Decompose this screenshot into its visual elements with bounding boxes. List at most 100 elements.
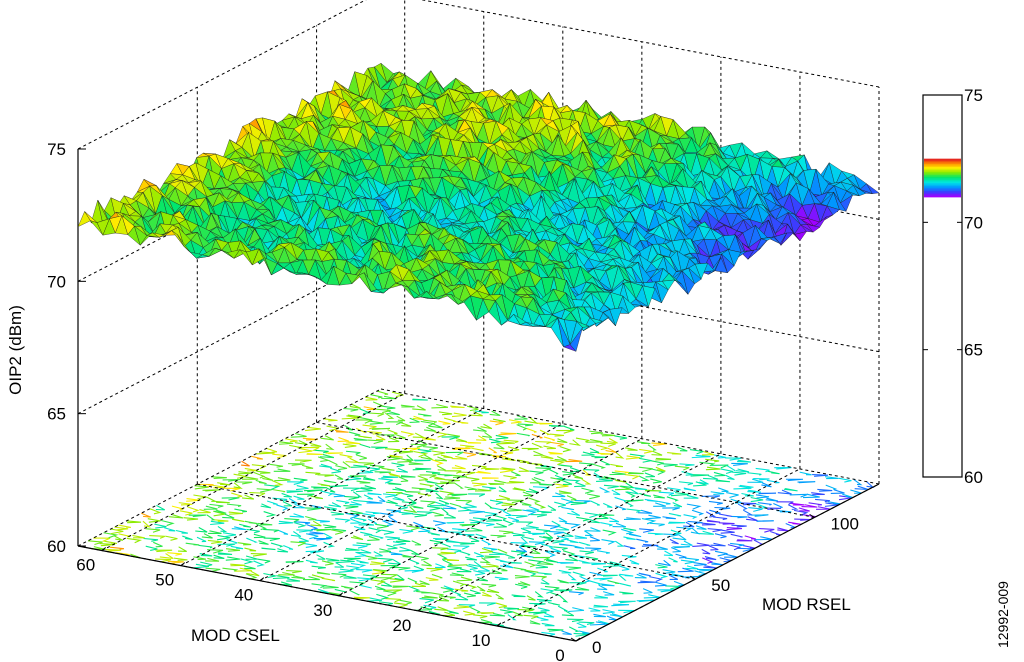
contour-line — [367, 535, 380, 542]
contour-line — [730, 542, 745, 547]
contour-line — [514, 415, 528, 420]
contour-line — [317, 483, 331, 487]
contour-line — [465, 556, 478, 561]
contour-line — [626, 508, 643, 513]
contour-line — [585, 527, 601, 532]
contour-line — [178, 502, 193, 506]
surface-facet — [787, 223, 801, 241]
contour-line — [423, 426, 436, 432]
contour-line — [623, 517, 641, 520]
contour-line — [671, 547, 681, 553]
contour-line — [93, 537, 111, 542]
contour-line — [698, 530, 714, 535]
y-tick-label: 0 — [592, 638, 601, 657]
contour-line — [378, 478, 393, 484]
contour-line — [353, 499, 369, 503]
y-tick-mark — [690, 575, 696, 580]
surface-facet — [695, 262, 709, 280]
contour-line — [213, 519, 229, 522]
contour-line — [233, 482, 243, 489]
colorbar-frame — [922, 94, 963, 478]
contour-line — [554, 456, 567, 462]
contour-line — [508, 419, 522, 424]
contour-line — [600, 583, 615, 587]
contour-line — [420, 420, 436, 427]
contour-line — [435, 563, 446, 568]
contour-line — [790, 502, 805, 506]
contour-line — [587, 493, 600, 500]
contour-line — [541, 543, 554, 548]
contour-line — [550, 441, 564, 447]
contour-line — [544, 585, 560, 591]
surface-facet — [688, 267, 702, 285]
grid-line — [77, 388, 382, 547]
contour-line — [436, 481, 456, 485]
contour-line — [392, 585, 409, 588]
contour-line — [346, 565, 360, 571]
contour-line — [451, 464, 466, 470]
contour-line — [808, 502, 822, 506]
contour-line — [168, 514, 184, 519]
contour-line — [442, 611, 456, 617]
contour-line — [515, 583, 528, 590]
contour-line — [325, 452, 343, 455]
contour-line — [479, 602, 496, 606]
contour-line — [597, 567, 608, 573]
contour-line — [555, 525, 570, 531]
contour-line — [278, 441, 294, 445]
contour-line — [356, 542, 371, 546]
contour-line — [349, 475, 367, 478]
contour-line — [636, 441, 651, 445]
contour-line — [368, 412, 385, 417]
contour-line — [584, 512, 599, 519]
colorbar-tick-label: 70 — [964, 213, 983, 232]
contour-line — [681, 471, 693, 476]
contour-line — [755, 503, 768, 509]
contour-line — [438, 551, 456, 555]
colorbar-band — [924, 169, 961, 172]
contour-line — [371, 446, 388, 450]
contour-line — [430, 592, 444, 597]
contour-line — [478, 452, 493, 456]
contour-line — [507, 499, 524, 504]
contour-line — [308, 531, 324, 535]
contour-line — [529, 602, 546, 606]
contour-line — [593, 463, 607, 469]
contour-line — [677, 567, 694, 573]
contour-line — [165, 535, 178, 541]
contour-line — [537, 607, 550, 612]
contour-line — [360, 531, 373, 536]
contour-line — [625, 491, 636, 498]
colorbar-band — [924, 180, 961, 184]
grid-line — [77, 0, 367, 150]
contour-line — [114, 526, 129, 531]
contour-line — [383, 590, 397, 597]
contour-line — [358, 435, 372, 439]
contour-line — [670, 529, 682, 535]
contour-line — [499, 468, 514, 473]
contour-line — [207, 549, 224, 554]
contour-line — [522, 525, 539, 529]
contour-line — [385, 491, 403, 496]
contour-line — [145, 545, 158, 551]
contour-line — [212, 484, 226, 489]
contour-line — [155, 504, 166, 511]
contour-line — [237, 542, 252, 546]
contour-line — [399, 546, 411, 552]
contour-line — [392, 487, 407, 492]
contour-line — [450, 590, 461, 596]
surface-facet — [583, 323, 596, 331]
x-tick-label: 40 — [234, 586, 253, 605]
contour-line — [325, 443, 335, 451]
contour-line — [478, 566, 490, 572]
surface-facet — [662, 279, 676, 291]
contour-line — [691, 454, 711, 459]
contour-line — [770, 531, 781, 536]
contour-line — [296, 529, 313, 533]
contour-line — [556, 429, 574, 434]
contour-line — [406, 454, 414, 462]
contour-line — [527, 462, 543, 466]
grid-line — [259, 423, 564, 582]
contour-line — [355, 487, 373, 493]
